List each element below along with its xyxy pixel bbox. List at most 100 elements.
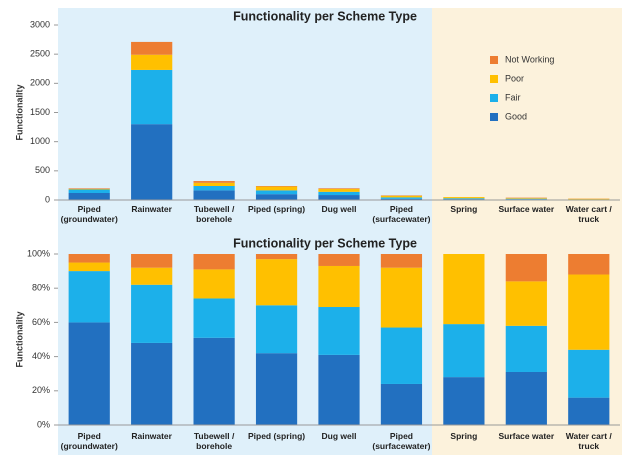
bar-segment [68,188,110,189]
bar-segment [131,342,173,425]
bar-segment [443,198,485,200]
bar-segment [68,189,110,193]
x-tick-label: Tubewell / borehole [193,431,235,451]
bar-segment [380,198,423,200]
bar-segment [131,41,173,55]
bar-segment [568,254,610,275]
y-axis-label: Functionality [14,312,24,368]
bar-segment [318,265,360,308]
x-tick-label: Rainwater [131,431,172,441]
bar-segment [131,267,173,285]
x-tick-label: Water cart / truck [565,431,612,451]
y-tick-label: 1000 [30,136,50,146]
bar-segment [505,325,547,372]
bar-segment [380,327,423,384]
bar-segment [131,69,173,125]
y-tick-label: 100% [27,248,50,258]
y-tick-label: 2500 [30,49,50,59]
legend-label: Good [505,111,527,121]
bar-segment [318,307,360,355]
y-tick-label: 40% [32,351,50,361]
bar-segment [505,281,547,326]
legend-swatch [490,56,498,64]
bar-segment [380,267,423,328]
region-bg [58,8,432,455]
x-tick-label: Surface water [498,204,555,214]
bar-segment [193,190,235,200]
bar-segment [68,262,110,272]
bar-segment [255,353,298,425]
bar-segment [380,383,423,425]
x-tick-label: Piped (spring) [247,204,306,214]
bar-segment [568,397,610,425]
y-tick-label: 500 [35,165,50,175]
bar-segment [131,54,173,70]
y-tick-label: 3000 [30,19,50,29]
legend-swatch [490,75,498,83]
bar-segment [193,186,235,191]
bar-segment [505,254,547,282]
x-tick-label: Spring [450,204,478,214]
y-tick-label: 60% [32,317,50,327]
bar-segment [255,254,298,260]
bar-segment [505,371,547,425]
x-tick-label: Piped (groundwater) [60,204,118,224]
bar-segment [131,124,173,200]
bar-segment [193,182,235,186]
x-tick-label: Piped (spring) [247,431,306,441]
legend-label: Poor [505,73,524,83]
bar-segment [568,198,610,200]
bar-segment [443,324,485,378]
bar-segment [68,271,110,323]
bar-segment [193,254,235,270]
bar-segment [68,188,110,190]
y-tick-label: 1500 [30,107,50,117]
bar-segment [131,284,173,343]
bar-segment [255,186,298,187]
bar-segment [193,269,235,299]
bar-segment [255,259,298,306]
x-tick-label: Spring [450,431,478,441]
bar-segment [318,189,360,192]
bar-segment [193,298,235,338]
bar-segment [318,195,360,200]
bar-segment [68,254,110,263]
x-tick-label: Piped (groundwater) [60,431,118,451]
y-tick-label: 80% [32,283,50,293]
bar-segment [318,191,360,196]
x-tick-label: Surface water [498,431,555,441]
bar-segment [443,377,485,425]
bar-segment [380,197,423,199]
x-tick-label: Rainwater [131,204,172,214]
y-tick-label: 20% [32,385,50,395]
chart-title: Functionality per Scheme Type [233,236,417,250]
y-tick-label: 0% [37,419,50,429]
x-tick-label: Tubewell / borehole [193,204,235,224]
legend-label: Not Working [505,54,554,64]
bar-segment [505,198,547,200]
bar-segment [255,186,298,191]
bar-segment [193,181,235,183]
x-tick-label: Dug well [321,204,357,214]
chart-title: Functionality per Scheme Type [233,9,417,23]
bar-segment [131,254,173,268]
bar-segment [443,197,485,199]
legend-label: Fair [505,92,521,102]
bar-segment [318,254,360,266]
bar-segment [380,195,423,198]
x-tick-label: Water cart / truck [565,204,612,224]
bar-segment [380,254,423,268]
bar-segment [193,337,235,425]
bar-segment [318,354,360,425]
bar-segment [505,198,547,199]
x-tick-label: Piped (surfacewater) [372,431,431,451]
y-tick-label: 2000 [30,78,50,88]
bar-segment [318,188,360,190]
bar-segment [68,322,110,425]
bar-segment [568,349,610,398]
legend-swatch [490,113,498,121]
x-tick-label: Dug well [321,431,357,441]
bar-segment [255,190,298,195]
